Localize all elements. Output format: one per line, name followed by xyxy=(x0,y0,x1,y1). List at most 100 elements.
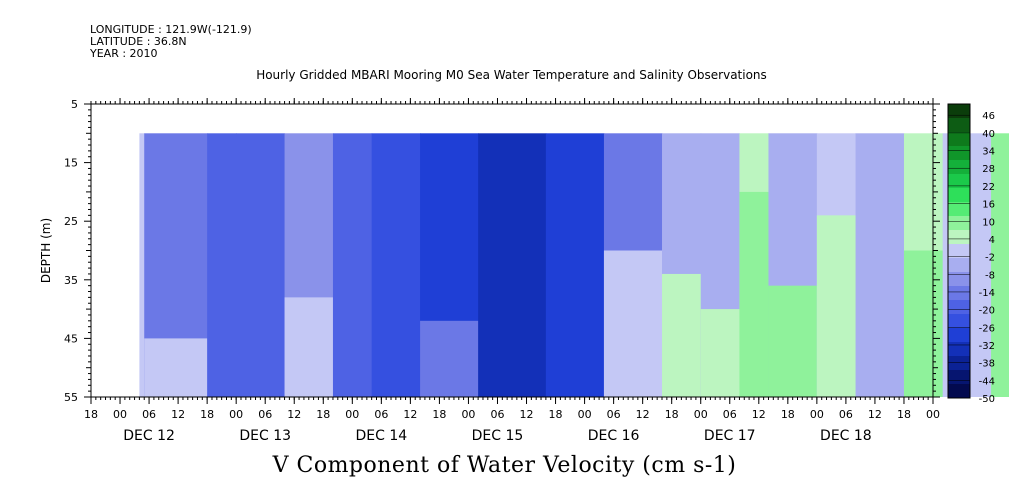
colorbar-swatch xyxy=(948,342,970,357)
x-hour-label: 00 xyxy=(113,408,127,421)
x-hour-label: 18 xyxy=(781,408,795,421)
x-hour-label: 00 xyxy=(345,408,359,421)
heatmap-band xyxy=(478,133,547,398)
x-hour-label: 00 xyxy=(694,408,708,421)
colorbar-label: 16 xyxy=(982,200,995,211)
x-hour-label: 18 xyxy=(549,408,563,421)
heatmap-band xyxy=(991,133,1009,398)
heatmap-band xyxy=(207,133,237,398)
latitude-label: LATITUDE : 36.8N xyxy=(90,35,187,48)
y-tick-label: 15 xyxy=(64,157,78,170)
colorbar-swatch xyxy=(948,286,970,301)
colorbar-label: -14 xyxy=(979,288,995,299)
heatmap-band-lower xyxy=(700,309,740,397)
x-day-label: DEC 18 xyxy=(820,428,872,444)
x-day-label: DEC 16 xyxy=(588,428,640,444)
heatmap-band-lower xyxy=(903,250,944,397)
heatmap-band-lower xyxy=(420,320,479,397)
x-hour-label: 12 xyxy=(403,408,417,421)
colorbar-swatch xyxy=(948,146,970,161)
colorbar-swatch xyxy=(948,160,970,175)
x-hour-label: 06 xyxy=(490,408,504,421)
colorbar-label: 28 xyxy=(982,164,995,175)
colorbar-swatch xyxy=(948,230,970,245)
x-hour-label: 18 xyxy=(897,408,911,421)
colorbar-swatch xyxy=(948,258,970,273)
colorbar-swatch xyxy=(948,314,970,329)
heatmap-band-lower xyxy=(284,297,334,397)
colorbar-swatch xyxy=(948,244,970,259)
location-header: LONGITUDE : 121.9W(-121.9) LATITUDE : 36… xyxy=(90,24,252,60)
colorbar-label: 40 xyxy=(982,129,995,140)
y-tick-label: 5 xyxy=(71,98,78,111)
x-hour-label: 00 xyxy=(229,408,243,421)
x-day-label: DEC 13 xyxy=(239,428,291,444)
x-hour-label: 18 xyxy=(200,408,214,421)
colorbar-swatch xyxy=(948,202,970,217)
colorbar-label: 22 xyxy=(982,182,995,193)
colorbar-swatch xyxy=(948,118,970,133)
x-hour-label: 06 xyxy=(839,408,853,421)
y-tick-label: 45 xyxy=(64,332,78,345)
colorbar-label: -50 xyxy=(979,394,995,405)
heatmap-band xyxy=(371,133,421,398)
y-axis-title: DEPTH (m) xyxy=(39,218,53,283)
x-hour-label: 00 xyxy=(810,408,824,421)
colorbar-swatch xyxy=(948,174,970,189)
colorbar-label: 10 xyxy=(982,217,995,228)
colorbar-swatch xyxy=(948,300,970,315)
heatmap-band-lower xyxy=(662,273,702,397)
colorbar-swatch xyxy=(948,188,970,203)
x-hour-label: 00 xyxy=(926,408,940,421)
colorbar-swatch xyxy=(948,356,970,371)
colorbar-swatch xyxy=(948,328,970,343)
colorbar-swatch xyxy=(948,384,970,399)
x-hour-label: 12 xyxy=(752,408,766,421)
heatmap-band-lower xyxy=(768,285,818,397)
colorbar-label: -26 xyxy=(979,323,995,334)
colorbar-label: 4 xyxy=(989,235,995,246)
x-axis-title: V Component of Water Velocity (cm s-1) xyxy=(272,453,737,478)
heatmap-band xyxy=(545,133,605,398)
x-hour-label: 18 xyxy=(84,408,98,421)
x-hour-label: 18 xyxy=(432,408,446,421)
colorbar-swatch xyxy=(948,370,970,385)
colorbar-swatch xyxy=(948,132,970,147)
y-tick-label: 25 xyxy=(64,215,78,228)
heatmap-band-lower xyxy=(144,338,208,397)
x-hour-label: 18 xyxy=(665,408,679,421)
colorbar-label: -38 xyxy=(979,359,995,370)
longitude-label: LONGITUDE : 121.9W(-121.9) xyxy=(90,23,252,36)
heatmap-band xyxy=(236,133,286,398)
heatmap-band-lower xyxy=(603,250,663,397)
heatmap-band xyxy=(855,133,905,398)
x-day-label: DEC 15 xyxy=(472,428,524,444)
chart-title: Hourly Gridded MBARI Mooring M0 Sea Wate… xyxy=(256,68,767,82)
y-tick-label: 35 xyxy=(64,274,78,287)
x-day-label: DEC 17 xyxy=(704,428,756,444)
colorbar-swatch xyxy=(948,272,970,287)
x-hour-label: 12 xyxy=(636,408,650,421)
colorbar-label: 46 xyxy=(982,111,995,122)
x-hour-label: 12 xyxy=(868,408,882,421)
colorbar-label: -20 xyxy=(979,306,995,317)
heatmap-band-lower xyxy=(816,215,857,397)
year-label: YEAR : 2010 xyxy=(90,47,158,60)
x-hour-label: 00 xyxy=(461,408,475,421)
x-hour-label: 18 xyxy=(316,408,330,421)
x-hour-label: 06 xyxy=(258,408,272,421)
x-hour-label: 00 xyxy=(578,408,592,421)
colorbar-label: -8 xyxy=(985,270,995,281)
x-hour-label: 12 xyxy=(520,408,534,421)
colorbar-label: -2 xyxy=(985,253,995,264)
x-day-label: DEC 12 xyxy=(123,428,175,444)
colorbar-label: 34 xyxy=(982,147,995,158)
colorbar-swatch xyxy=(948,216,970,231)
colorbar-label: -32 xyxy=(979,341,995,352)
x-hour-label: 06 xyxy=(142,408,156,421)
heatmap-band xyxy=(332,133,373,398)
x-hour-label: 06 xyxy=(374,408,388,421)
x-hour-label: 06 xyxy=(723,408,737,421)
colorbar-swatch xyxy=(948,104,970,119)
